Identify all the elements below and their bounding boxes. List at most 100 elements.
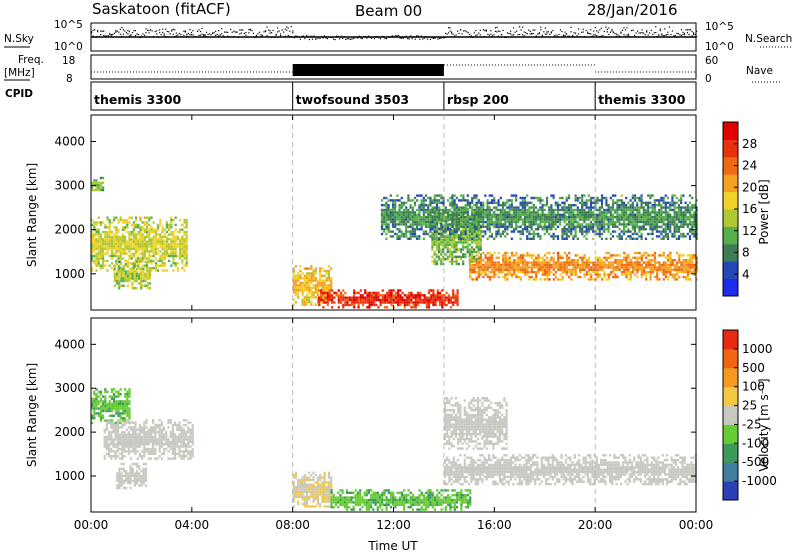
nsearch-point (676, 32, 678, 34)
heatmap-cell (651, 254, 654, 257)
heatmap-cell (607, 230, 610, 233)
heatmap-cell (144, 284, 147, 287)
heatmap-cell (625, 216, 628, 219)
heatmap-cell (519, 208, 522, 212)
heatmap-cell (119, 235, 122, 239)
heatmap-cell (552, 194, 555, 197)
heatmap-cell (446, 255, 449, 258)
heatmap-cell (427, 225, 430, 228)
nsky-point (434, 37, 436, 39)
heatmap-cell (385, 232, 388, 236)
heatmap-cell (484, 216, 487, 219)
heatmap-cell (97, 390, 100, 393)
heatmap-cell (380, 228, 384, 231)
heatmap-cell (366, 301, 369, 304)
heatmap-cell (128, 257, 131, 260)
heatmap-cell (644, 220, 648, 224)
heatmap-cell (563, 268, 566, 271)
heatmap-cell (464, 238, 467, 242)
heatmap-cell (97, 400, 100, 403)
heatmap-cell (451, 260, 454, 263)
heatmap-cell (457, 241, 460, 244)
heatmap-cell (625, 273, 628, 276)
heatmap-cell (154, 269, 157, 272)
heatmap-cell (131, 275, 134, 278)
heatmap-cell (477, 199, 480, 202)
heatmap-cell (185, 245, 188, 248)
nsearch-point (606, 28, 608, 31)
heatmap-cell (434, 296, 437, 299)
heatmap-cell (506, 225, 509, 228)
heatmap-cell (110, 245, 113, 248)
heatmap-cell (102, 245, 105, 248)
heatmap-cell (528, 232, 531, 236)
heatmap-cell (528, 223, 531, 226)
heatmap-cell (695, 199, 698, 202)
heatmap-cell (122, 275, 125, 278)
heatmap-cell (469, 275, 472, 279)
heatmap-cell (510, 268, 514, 271)
heatmap-cell (442, 250, 445, 254)
nsky-point (520, 29, 522, 31)
heatmap-cell (563, 266, 566, 269)
heatmap-cell (130, 245, 133, 248)
heatmap-cell (484, 261, 487, 264)
heatmap-cell (297, 279, 300, 282)
heatmap-cell (455, 211, 458, 214)
heatmap-cell (161, 259, 164, 263)
heatmap-cell (449, 216, 452, 219)
heatmap-cell (427, 204, 430, 207)
heatmap-cell (135, 235, 138, 239)
heatmap-cell (418, 235, 421, 238)
heatmap-cell (548, 278, 551, 281)
heatmap-cell (631, 213, 634, 216)
heatmap-cell (680, 235, 683, 238)
heatmap-cell (148, 267, 152, 271)
heatmap-cell (390, 301, 393, 304)
heatmap-cell (141, 226, 144, 229)
heatmap-cell (93, 245, 96, 248)
heatmap-cell (436, 291, 439, 295)
heatmap-cell (133, 263, 136, 266)
heatmap-cell (117, 228, 120, 231)
heatmap-cell (301, 284, 304, 287)
heatmap-cell (587, 230, 590, 233)
heatmap-cell (148, 275, 152, 278)
heatmap-cell (95, 184, 98, 187)
heatmap-cell (451, 238, 454, 242)
heatmap-cell (497, 271, 500, 274)
heatmap-cell (121, 226, 124, 229)
heatmap-cell (548, 211, 551, 214)
nsky-point (644, 34, 646, 36)
heatmap-cell (537, 268, 540, 271)
heatmap-cell (693, 254, 696, 257)
heatmap-cell (636, 196, 639, 200)
heatmap-cell (497, 208, 500, 212)
heatmap-cell (565, 259, 569, 262)
nsearch-point (691, 30, 693, 33)
heatmap-cell (137, 233, 140, 236)
heatmap-cell (521, 232, 524, 236)
nsky-point (441, 36, 444, 38)
heatmap-cell (603, 196, 606, 200)
heatmap-cell (488, 194, 491, 197)
heatmap-cell (154, 250, 157, 253)
heatmap-cell (448, 248, 452, 251)
heatmap-cell (587, 208, 590, 212)
heatmap-cell (636, 256, 639, 259)
heatmap-cell (493, 196, 496, 200)
heatmap-cell (649, 213, 652, 216)
nsearch-point (227, 35, 229, 37)
heatmap-cell (488, 223, 491, 226)
heatmap-cell (673, 211, 676, 214)
heatmap-cell (550, 259, 553, 262)
nsky-point (195, 36, 197, 38)
heatmap-cell (446, 238, 449, 242)
heatmap-cell (539, 268, 542, 271)
heatmap-cell (174, 247, 177, 251)
heatmap-cell (655, 199, 659, 202)
heatmap-cell (682, 206, 685, 209)
heatmap-cell (124, 275, 127, 278)
nsky-point (382, 36, 385, 38)
heatmap-cell (574, 218, 577, 221)
